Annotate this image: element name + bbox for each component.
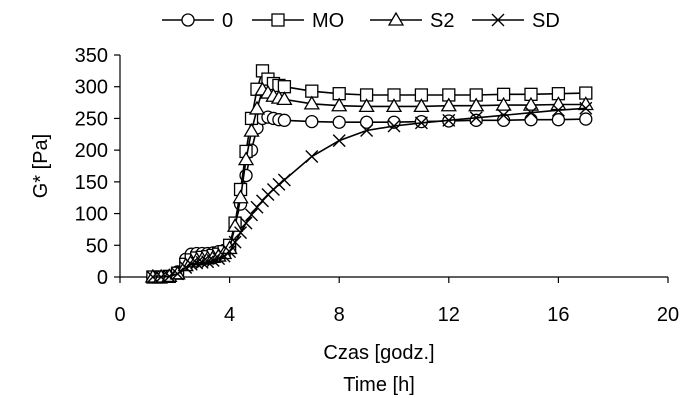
axes: 0 50 100 150 200 250 300 350 0 4 8 12 16 20 (75, 45, 680, 326)
data-point-cross (272, 177, 286, 191)
series-line (152, 107, 586, 278)
data-point-cross (491, 13, 505, 27)
y-tick-label: 100 (75, 204, 108, 226)
data-point-cross (201, 255, 215, 269)
data-point-triangle (495, 96, 512, 111)
data-point-cross (360, 123, 374, 137)
x-tick-label: 12 (438, 304, 460, 326)
data-point-triangle (232, 189, 249, 204)
x-tick-label: 20 (657, 304, 679, 326)
data-point-cross (245, 208, 259, 222)
data-point-circle (579, 112, 593, 126)
legend-label: SD (532, 10, 560, 32)
data-point-cross (195, 255, 209, 269)
data-point-triangle (468, 97, 485, 112)
data-point-triangle (413, 98, 430, 113)
data-point-cross (184, 257, 198, 271)
data-point-cross (551, 103, 565, 117)
data-point-cross (579, 101, 593, 115)
data-point-cross (223, 245, 237, 259)
y-axis-title: G* [Pa] (30, 134, 52, 198)
data-point-triangle (243, 122, 260, 137)
data-point-circle (524, 113, 538, 127)
x-tick-label: 0 (114, 304, 125, 326)
x-tick-label: 4 (224, 304, 235, 326)
data-point-triangle (522, 96, 540, 111)
y-tick-label: 200 (75, 140, 108, 162)
data-point-triangle (237, 151, 255, 166)
data-point-cross (228, 235, 242, 249)
data-point-square (271, 13, 285, 27)
x-tick-label: 16 (547, 304, 569, 326)
data-point-cross (305, 149, 319, 163)
data-point-triangle (248, 100, 266, 115)
data-point-circle (359, 115, 374, 129)
x-axis-title: Czas [godz.] (323, 342, 434, 364)
data-point-circle (414, 114, 429, 129)
data-point-cross (162, 269, 176, 283)
data-point-cross (217, 249, 231, 263)
data-point-triangle (385, 98, 403, 113)
data-point-cross (469, 111, 483, 125)
y-tick-label: 0 (97, 267, 108, 289)
y-tick-label: 250 (75, 108, 108, 130)
data-point-cross (332, 134, 346, 148)
data-point-triangle (440, 97, 457, 112)
data-point-circle (469, 113, 483, 127)
legend-label: MO (312, 10, 344, 32)
data-point-circle (277, 113, 292, 127)
data-point-cross (171, 267, 185, 281)
data-point-triangle (226, 217, 244, 232)
data-point-triangle (358, 98, 375, 113)
x-tick-label: 8 (334, 304, 345, 326)
legend-item-sd: SD (472, 10, 560, 32)
plot-area (144, 64, 594, 284)
data-point-triangle (387, 11, 405, 26)
data-point-triangle (331, 97, 348, 112)
data-point-cross (277, 173, 291, 187)
data-point-cross (387, 119, 401, 133)
y-tick-label: 150 (75, 172, 108, 194)
legend-label: 0 (222, 10, 233, 32)
data-point-circle (181, 13, 195, 27)
data-point-cross (239, 216, 253, 230)
data-point-cross (524, 106, 538, 120)
data-point-triangle (303, 95, 320, 110)
data-point-triangle (276, 91, 293, 106)
x-axis-title-secondary: Time [h] (343, 374, 415, 396)
y-tick-label: 50 (86, 235, 108, 257)
legend-item-mo: MO (252, 10, 344, 32)
data-point-circle (305, 114, 319, 129)
y-tick-label: 300 (75, 77, 108, 99)
legend-item-s2: S2 (370, 10, 454, 32)
data-point-cross (414, 116, 428, 130)
data-point-square (277, 80, 292, 94)
data-point-cross (190, 256, 204, 270)
legend-label: S2 (430, 10, 454, 32)
data-point-square (305, 84, 319, 98)
series-sd (146, 101, 593, 284)
data-point-circle (551, 113, 566, 127)
legend: 0 MO S2 SD (162, 10, 560, 32)
data-point-cross (497, 108, 511, 122)
data-point-cross (234, 226, 248, 240)
data-point-triangle (577, 96, 594, 111)
data-point-cross (442, 113, 456, 127)
data-point-circle (332, 115, 346, 129)
y-tick-label: 350 (75, 45, 108, 67)
legend-item-0: 0 (162, 10, 233, 32)
